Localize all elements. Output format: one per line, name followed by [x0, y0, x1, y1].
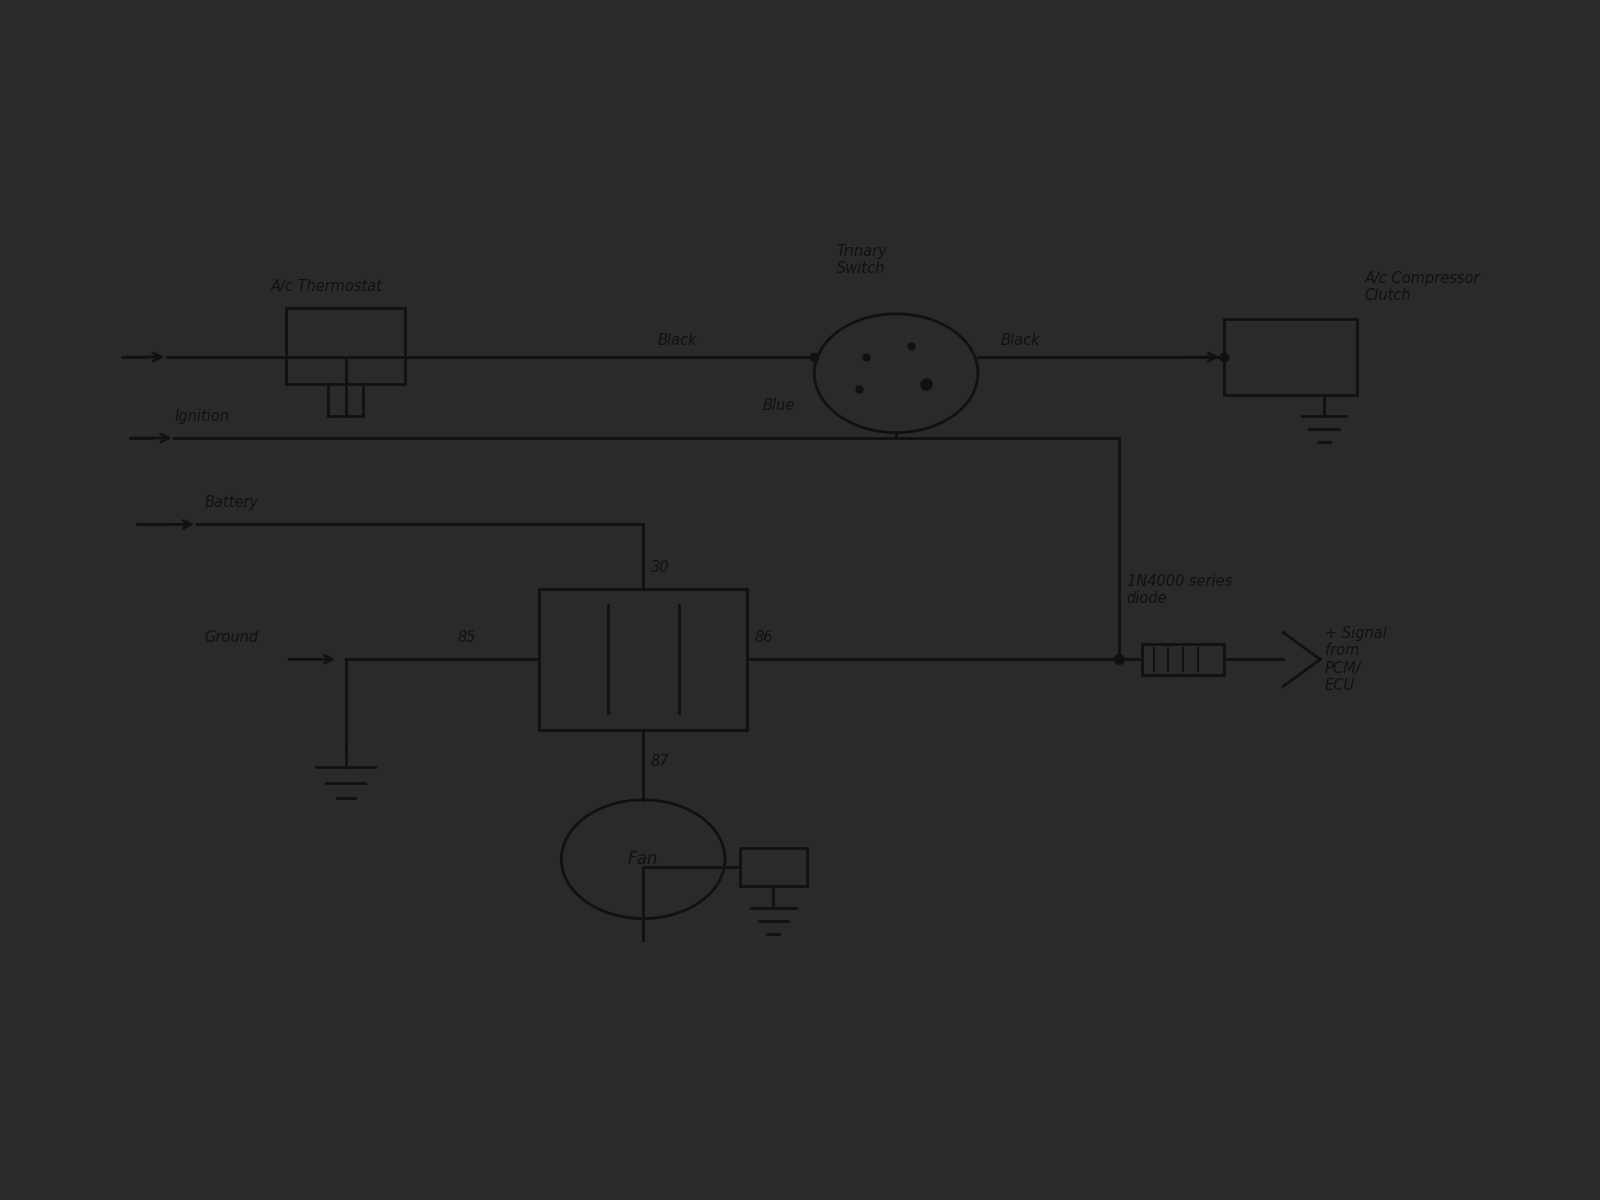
Bar	[1142, 644, 1224, 674]
Text: 30: 30	[651, 560, 669, 575]
Text: Black: Black	[1000, 334, 1040, 348]
Text: Ignition: Ignition	[174, 409, 230, 424]
Bar	[739, 848, 806, 886]
Text: Fan: Fan	[629, 850, 658, 869]
Text: A/c Compressor
Clutch: A/c Compressor Clutch	[1365, 270, 1480, 302]
Text: A/c Thermostat: A/c Thermostat	[272, 280, 384, 294]
Bar	[1224, 319, 1357, 395]
Bar	[539, 589, 747, 730]
Text: Trinary
Switch: Trinary Switch	[837, 244, 888, 276]
Text: 86: 86	[755, 630, 773, 646]
Text: Battery: Battery	[205, 496, 258, 510]
Bar	[286, 308, 405, 384]
Text: 1N4000 series
diode: 1N4000 series diode	[1126, 574, 1232, 606]
Text: + Signal
from
PCM/
ECU: + Signal from PCM/ ECU	[1325, 625, 1387, 692]
Text: Blue: Blue	[762, 398, 795, 413]
Text: 87: 87	[651, 755, 669, 769]
Text: Ground: Ground	[205, 630, 258, 646]
Text: 85: 85	[458, 630, 475, 646]
Text: Black: Black	[658, 334, 698, 348]
